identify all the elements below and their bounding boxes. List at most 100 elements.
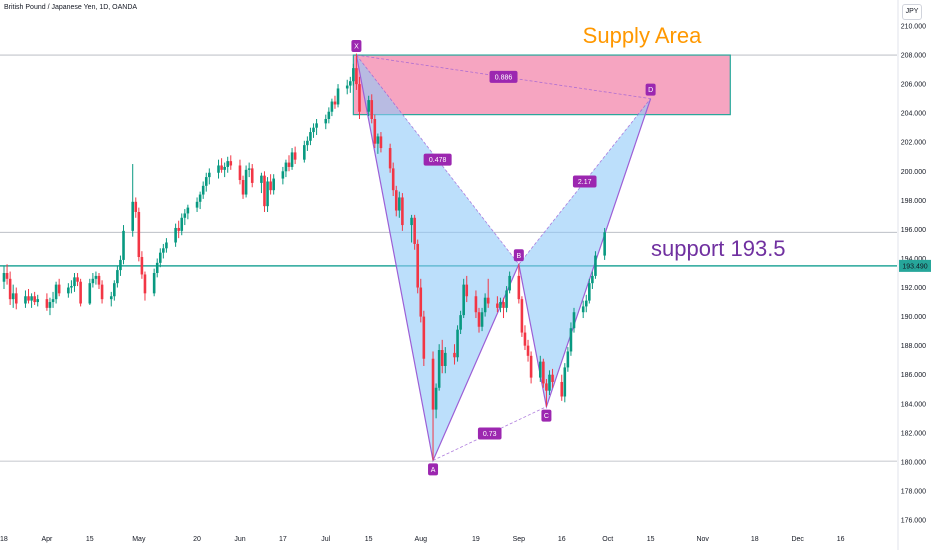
ratio-badge [423, 153, 452, 166]
candle-body [523, 332, 527, 346]
candle-body [486, 297, 490, 304]
candle-body [45, 299, 49, 308]
y-axis[interactable]: 176.000 178.000 180.000 182.000 184.000 186.0… [897, 0, 931, 550]
candle-body [229, 161, 233, 166]
y-tick-label: 178.000 [901, 488, 926, 495]
ratio-label: 0.73 [483, 431, 497, 438]
candle-body [480, 312, 484, 327]
candle-body [158, 252, 162, 263]
candle-body [581, 306, 585, 313]
candle-body [97, 275, 101, 285]
y-tick-label: 180.000 [901, 459, 926, 466]
candle-body [183, 213, 187, 218]
chart-title: British Pound / Japanese Yen, 1D, OANDA [4, 4, 138, 11]
candle-body [330, 101, 334, 112]
x-tick-label: 16 [558, 536, 566, 543]
candle-body [358, 84, 361, 112]
ratio-badge [572, 175, 597, 188]
x-tick-label: 20 [193, 536, 201, 543]
candle-body [8, 278, 12, 300]
x-tick-label: 15 [86, 536, 94, 543]
y-tick-label: 210.000 [901, 24, 926, 31]
candle-body [180, 217, 184, 231]
ratio-badge [477, 427, 502, 440]
candle-body [584, 300, 588, 307]
candle-body [398, 197, 401, 211]
candle-body [33, 296, 36, 303]
candle-body [508, 275, 511, 291]
candle-body [434, 387, 438, 410]
point-label: X [354, 44, 359, 51]
x-tick-label: Jun [234, 536, 245, 543]
candle-body [223, 166, 226, 170]
support-label: support 193.5 [651, 236, 786, 261]
candle-body [73, 277, 76, 287]
x-axis[interactable]: 18 Apr 15 May 20 Jun 17 Jul 15 Aug 19 Sep 16 Oct 15 Nov… [0, 536, 845, 543]
candle-body [247, 168, 251, 170]
candle-body [345, 85, 349, 89]
y-tick-label: 198.000 [901, 198, 926, 205]
currency-badge[interactable]: JPY [902, 4, 922, 20]
candle-body [517, 275, 521, 300]
y-tick-label: 202.000 [901, 140, 926, 147]
ratio-line [356, 54, 651, 100]
candle-body [186, 207, 190, 214]
candle-body [177, 227, 180, 231]
candle-body [560, 381, 564, 397]
point-label: D [648, 87, 653, 94]
candle-body [538, 361, 542, 378]
y-tick-label: 204.000 [901, 111, 926, 118]
candle-body [48, 302, 52, 308]
candle-body [260, 175, 263, 183]
x-tick-label: 17 [279, 536, 287, 543]
candle-body [198, 194, 202, 202]
supply-area-label: Supply Area [583, 23, 702, 48]
candle-body [419, 287, 423, 317]
candle-body [79, 281, 82, 304]
candle-body [67, 287, 70, 294]
candle-body [244, 169, 248, 195]
y-tick-label: 190.000 [901, 314, 926, 321]
x-tick-label: 15 [647, 536, 655, 543]
pattern-triangle-bcd [518, 98, 651, 407]
ratio-badge [489, 70, 518, 83]
candle-body [462, 284, 465, 316]
candle-body [119, 259, 122, 271]
x-tick-label: Aug [415, 536, 428, 543]
candle-body [336, 88, 340, 105]
candle-body [566, 351, 570, 368]
candle-body [208, 172, 211, 178]
ratio-label: 0.478 [429, 157, 447, 164]
candle-body [563, 367, 567, 397]
candle-body [152, 273, 156, 294]
candle-body [324, 118, 328, 124]
y-tick-label: 196.000 [901, 227, 926, 234]
candle-body [603, 232, 606, 256]
candle-body [477, 312, 481, 327]
candle-body [391, 168, 395, 191]
candle-body [226, 161, 230, 167]
candle-body [413, 217, 416, 244]
x-tick-label: Sep [513, 536, 526, 543]
candle-body [24, 296, 27, 304]
candle-body [57, 284, 61, 294]
candle-body [526, 345, 530, 356]
candle-body [217, 165, 220, 173]
y-tick-label: 186.000 [901, 372, 926, 379]
ratio-label: 0.886 [495, 74, 513, 81]
ratio-label: 2.17 [578, 179, 592, 186]
candle-body [250, 168, 254, 183]
candlesticks [2, 53, 606, 461]
point-badge [351, 40, 362, 53]
candle-body [76, 277, 79, 282]
candle-body [303, 145, 306, 160]
candle-body [312, 127, 315, 133]
candle-body [394, 190, 398, 211]
annotations: Supply Area support 193.5 [583, 23, 786, 261]
candle-body [551, 374, 554, 382]
x-tick-label: 16 [837, 536, 845, 543]
candle-body [109, 296, 113, 300]
candle-body [290, 152, 294, 167]
x-tick-label: Nov [696, 536, 709, 543]
